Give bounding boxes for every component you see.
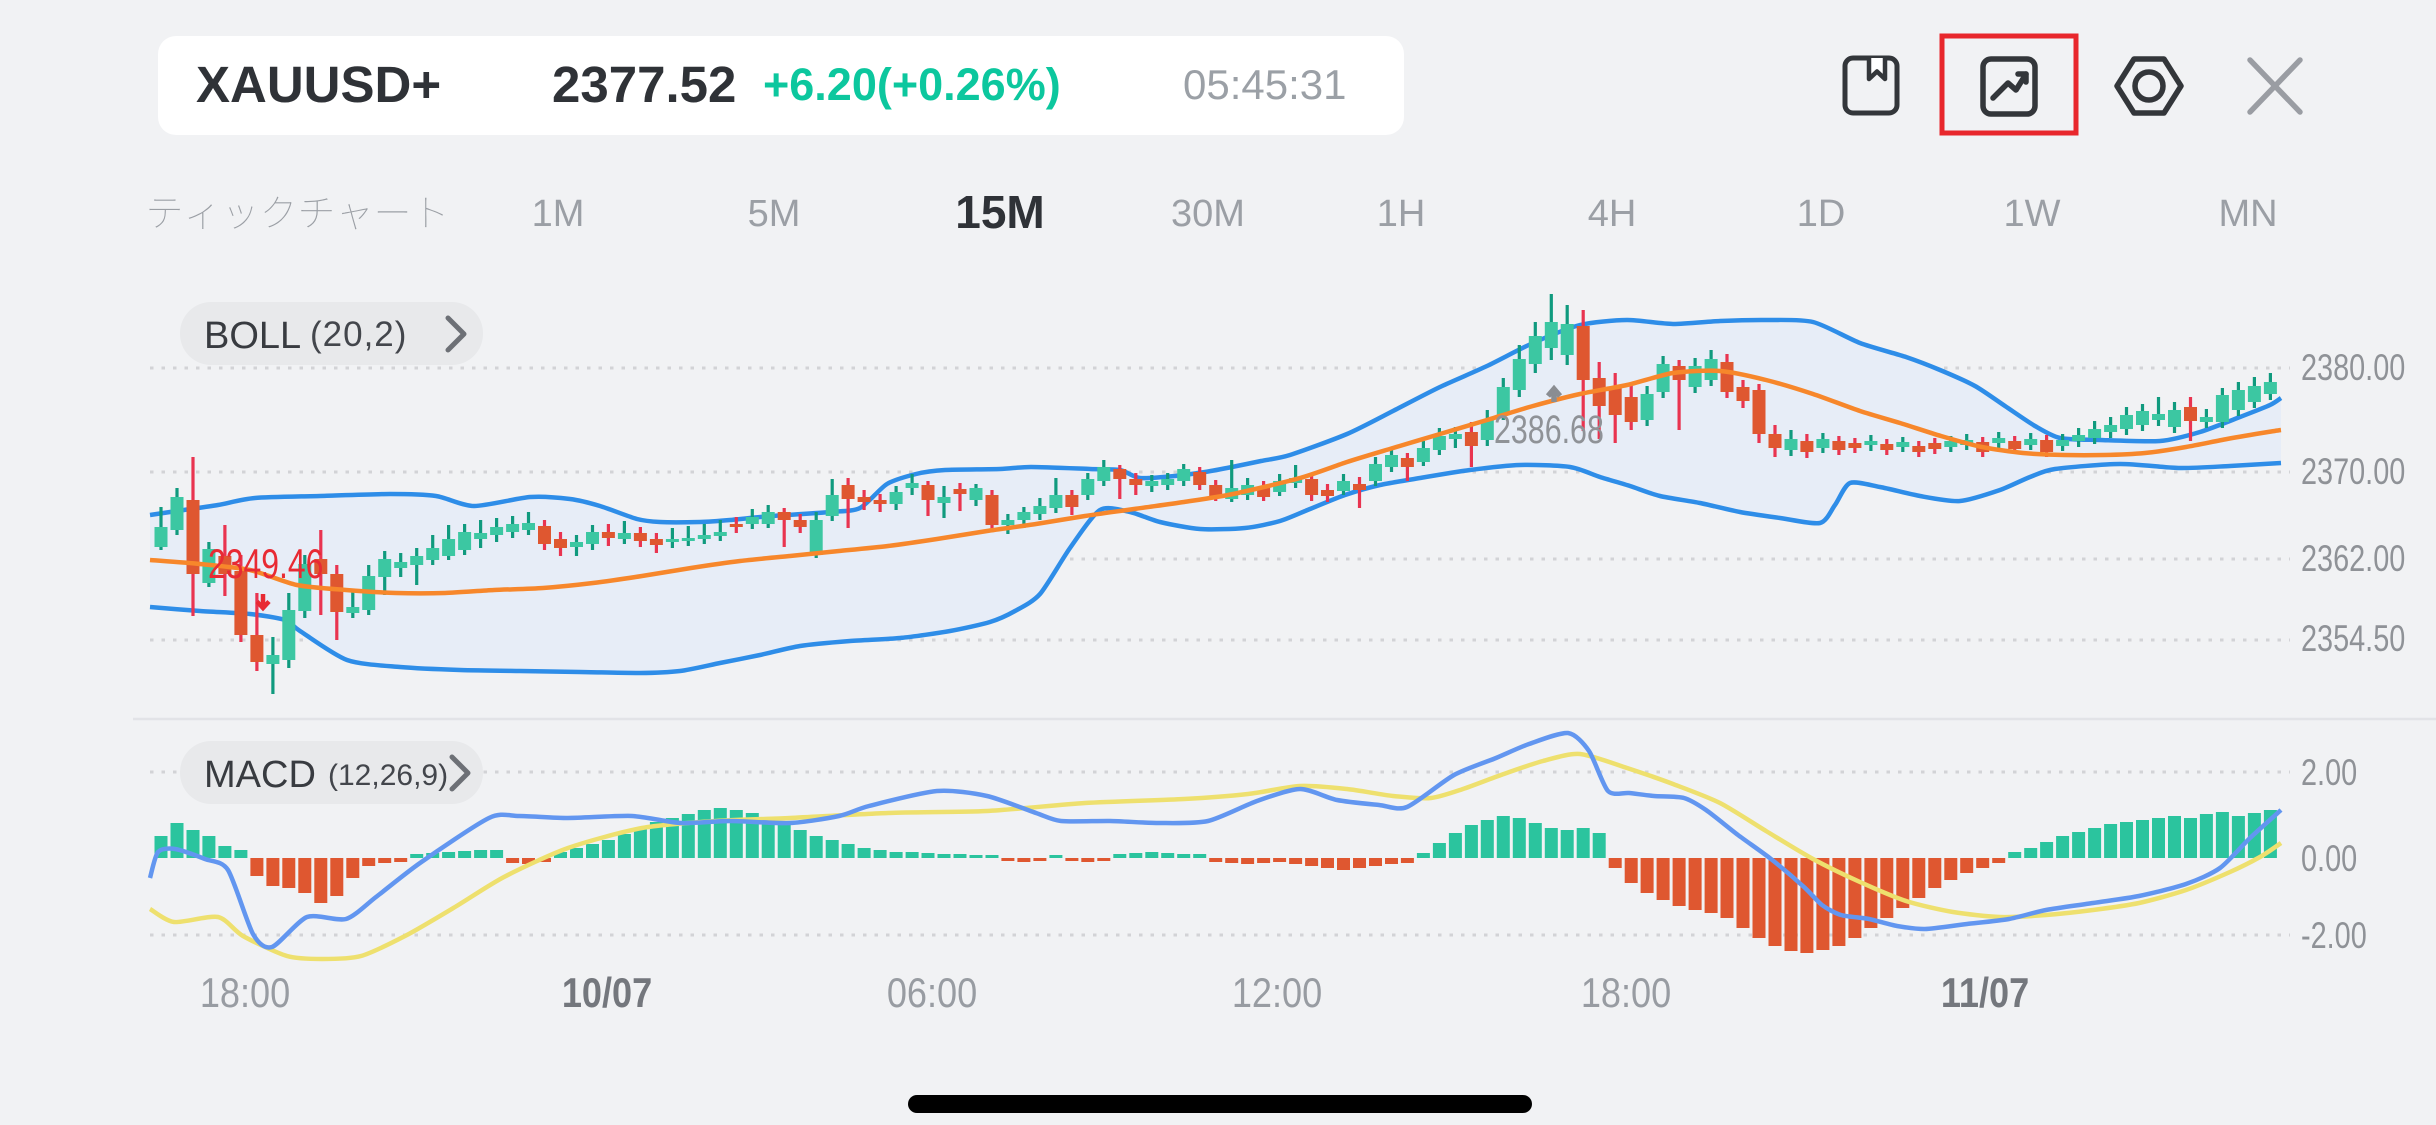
svg-text:0.00: 0.00 bbox=[2301, 839, 2357, 880]
svg-text:1M: 1M bbox=[532, 193, 585, 235]
svg-text:2370.00: 2370.00 bbox=[2301, 452, 2405, 493]
svg-text:18:00: 18:00 bbox=[200, 971, 290, 1017]
svg-text:2354.50: 2354.50 bbox=[2301, 619, 2405, 660]
svg-text:4H: 4H bbox=[1588, 193, 1637, 235]
svg-text:1H: 1H bbox=[1377, 193, 1426, 235]
svg-text:1D: 1D bbox=[1797, 193, 1846, 235]
svg-text:MACD: MACD bbox=[204, 754, 316, 796]
svg-text:18:00: 18:00 bbox=[1581, 971, 1671, 1017]
svg-text:12:00: 12:00 bbox=[1232, 971, 1322, 1017]
svg-text:MN: MN bbox=[2218, 193, 2277, 235]
svg-text:XAUUSD+: XAUUSD+ bbox=[196, 56, 441, 113]
svg-text:15M: 15M bbox=[955, 186, 1044, 238]
svg-text:(12,26,9): (12,26,9) bbox=[328, 759, 448, 792]
svg-text:05:45:31: 05:45:31 bbox=[1183, 61, 1347, 108]
svg-text:2349.46: 2349.46 bbox=[208, 540, 323, 587]
svg-text:5M: 5M bbox=[748, 193, 801, 235]
svg-text:2377.52: 2377.52 bbox=[552, 56, 736, 113]
svg-text:2386.68: 2386.68 bbox=[1494, 407, 1604, 452]
svg-text:BOLL: BOLL bbox=[204, 315, 301, 357]
svg-text:06:00: 06:00 bbox=[887, 971, 977, 1017]
svg-text:-2.00: -2.00 bbox=[2301, 916, 2367, 957]
svg-text:(20,2): (20,2) bbox=[310, 315, 407, 354]
svg-text:10/07: 10/07 bbox=[562, 971, 652, 1017]
svg-text:11/07: 11/07 bbox=[1941, 971, 2029, 1017]
svg-text:2380.00: 2380.00 bbox=[2301, 348, 2405, 389]
svg-text:30M: 30M bbox=[1171, 193, 1245, 235]
svg-text:2.00: 2.00 bbox=[2301, 753, 2357, 794]
svg-text:+6.20(+0.26%): +6.20(+0.26%) bbox=[763, 59, 1061, 110]
svg-text:2362.00: 2362.00 bbox=[2301, 539, 2405, 580]
svg-text:1W: 1W bbox=[2004, 193, 2061, 235]
